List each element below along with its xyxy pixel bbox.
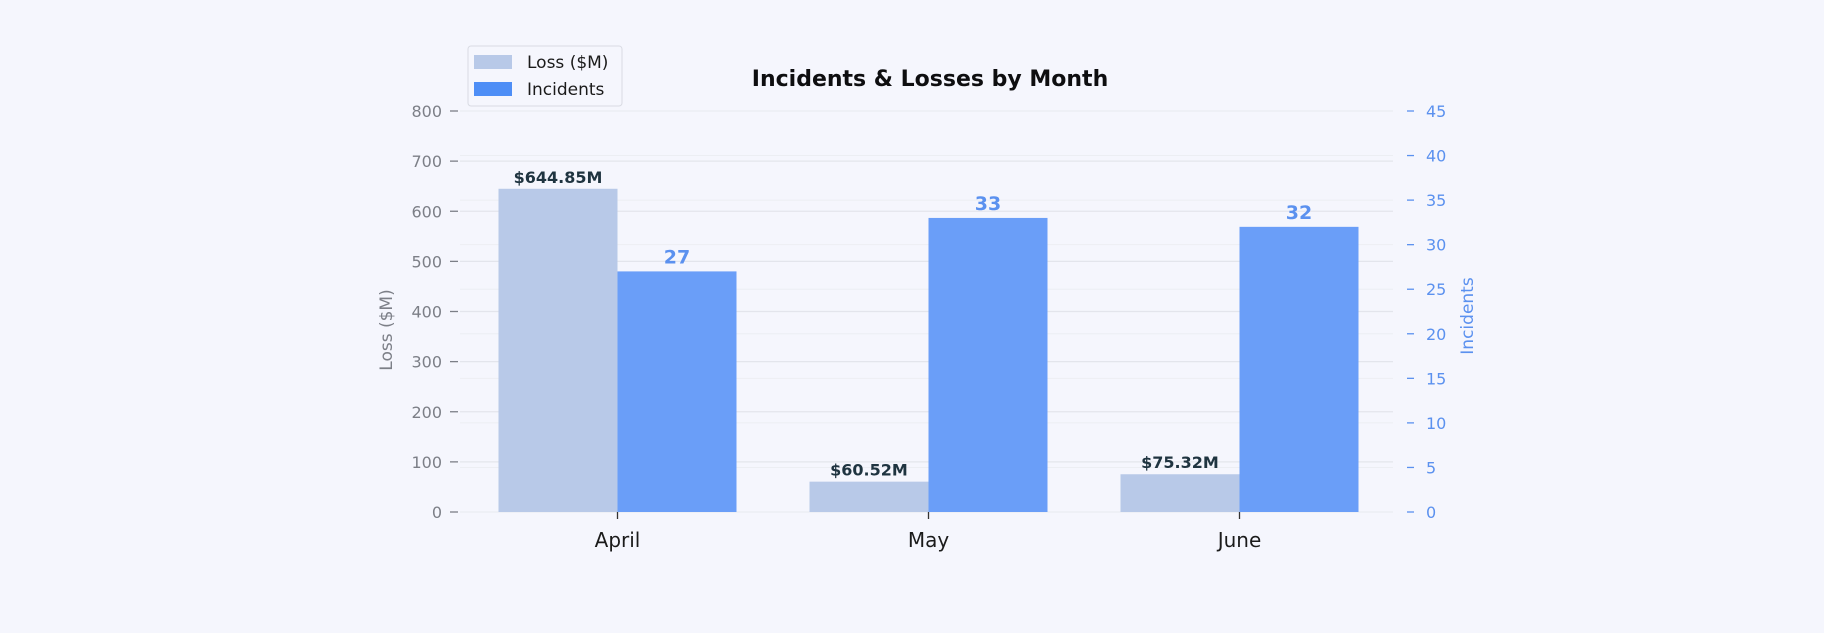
data-label-loss: $60.52M [830, 461, 908, 480]
left-tick-label: 400 [411, 303, 442, 322]
left-tick-label: 500 [411, 252, 442, 271]
right-tick-label: 30 [1426, 236, 1446, 255]
right-tick-label: 5 [1426, 458, 1436, 477]
x-tick-label: April [595, 528, 641, 552]
bar-incidents [1239, 226, 1359, 512]
data-label-loss: $644.85M [514, 168, 603, 187]
data-label-incidents: 32 [1286, 202, 1312, 224]
right-tick-label: 45 [1426, 102, 1446, 121]
legend-swatch-incidents [474, 82, 512, 96]
x-tick-label: May [908, 528, 950, 552]
bar-loss [498, 188, 618, 513]
legend-label-incidents: Incidents [527, 80, 605, 100]
left-tick-label: 100 [411, 453, 442, 472]
right-tick-label: 20 [1426, 325, 1446, 344]
bar-incidents [928, 217, 1048, 512]
x-tick-label: June [1216, 528, 1262, 552]
left-tick-label: 0 [432, 503, 442, 522]
legend-swatch-loss [474, 55, 512, 69]
left-tick-label: 200 [411, 403, 442, 422]
right-tick-label: 25 [1426, 280, 1446, 299]
right-axis-label: Incidents [1458, 277, 1478, 355]
right-tick-label: 10 [1426, 414, 1446, 433]
data-label-incidents: 33 [975, 193, 1001, 215]
data-label-incidents: 27 [664, 246, 690, 268]
left-tick-label: 600 [411, 202, 442, 221]
bar-incidents [617, 271, 737, 512]
x-axis: April May June [595, 512, 1262, 552]
right-tick-label: 40 [1426, 147, 1446, 166]
data-labels-layer: $644.85M 27 $60.52M 33 $75.32M 32 [514, 168, 1313, 480]
left-tick-label: 800 [411, 102, 442, 121]
right-tick-label: 15 [1426, 369, 1446, 388]
left-tick-label: 300 [411, 353, 442, 372]
bars-layer [498, 188, 1359, 513]
bar-loss [809, 481, 929, 512]
legend: Loss ($M) Incidents [467, 45, 623, 107]
left-axis-label: Loss ($M) [377, 289, 397, 370]
chart-title: Incidents & Losses by Month [752, 67, 1108, 92]
right-axis: 0 5 10 15 20 25 30 35 40 45 [1407, 102, 1446, 522]
left-axis: 0 100 200 300 400 500 600 700 800 [411, 102, 458, 522]
right-tick-label: 0 [1426, 503, 1436, 522]
right-tick-label: 35 [1426, 191, 1446, 210]
left-tick-label: 700 [411, 152, 442, 171]
bar-loss [1120, 474, 1240, 512]
legend-label-loss: Loss ($M) [527, 53, 608, 73]
data-label-loss: $75.32M [1141, 453, 1219, 472]
